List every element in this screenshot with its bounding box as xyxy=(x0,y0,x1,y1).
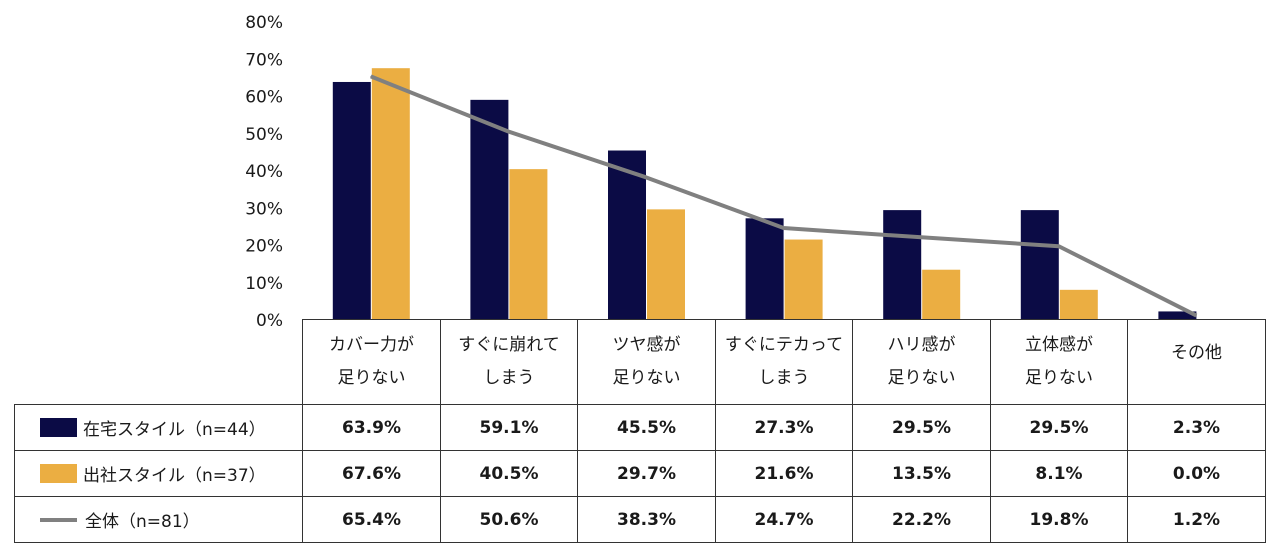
bar-office xyxy=(509,169,548,320)
value-cell: 29.5% xyxy=(990,404,1128,451)
line-point xyxy=(1058,245,1060,247)
value-cell: 2.3% xyxy=(1127,404,1266,451)
category-label: 立体感が xyxy=(1025,335,1093,355)
table-corner xyxy=(14,319,303,405)
legend-swatch-home xyxy=(40,418,77,437)
bar-home xyxy=(1158,311,1197,320)
series-row-home: 在宅スタイル（n=44） 63.9% 59.1% 45.5% 27.3% 29.… xyxy=(14,404,1266,451)
y-tick-label: 30% xyxy=(245,199,283,219)
bar-home xyxy=(470,99,509,320)
y-tick-label: 70% xyxy=(245,50,283,70)
category-label: すぐにテカって xyxy=(724,335,844,355)
bar-office xyxy=(647,209,685,320)
legend-cell: 出社スタイル（n=37） xyxy=(14,450,303,497)
value-cell: 21.6% xyxy=(715,450,853,497)
category-cell: すぐに崩れて しまう xyxy=(440,319,578,405)
bar-home xyxy=(745,218,784,320)
bar-office xyxy=(371,68,410,320)
category-label: カバー力が xyxy=(329,335,414,355)
category-cell: その他 xyxy=(1127,319,1266,405)
value-cell: 63.9% xyxy=(302,404,441,451)
total-line xyxy=(370,74,1198,318)
bar-home xyxy=(883,210,922,320)
line-point xyxy=(1195,315,1197,317)
category-label: すぐに崩れて xyxy=(458,335,560,355)
legend-cell: 在宅スタイル（n=44） xyxy=(14,404,303,451)
y-tick-label: 50% xyxy=(245,125,283,145)
category-label: しまう xyxy=(758,368,810,388)
line-point xyxy=(645,176,647,178)
value-cell: 59.1% xyxy=(440,404,578,451)
category-cell: すぐにテカって しまう xyxy=(715,319,853,405)
y-axis: 0%10%20%30%40%50%60%70%80% xyxy=(245,13,283,330)
value-cell: 0.0% xyxy=(1127,450,1266,497)
chart: 0%10%20%30%40%50%60%70%80% xyxy=(245,13,1198,330)
value-cell: 29.7% xyxy=(577,450,716,497)
series-row-office: 出社スタイル（n=37） 67.6% 40.5% 29.7% 21.6% 13.… xyxy=(14,450,1266,497)
line-point xyxy=(370,75,372,77)
bars xyxy=(332,68,1197,320)
legend-label: 在宅スタイル（n=44） xyxy=(83,420,266,440)
value-cell: 27.3% xyxy=(715,404,853,451)
category-label: ツヤ感が xyxy=(612,335,681,355)
category-cell: ツヤ感が 足りない xyxy=(577,319,716,405)
legend-label: 全体（n=81） xyxy=(85,512,200,532)
value-cell: 22.2% xyxy=(852,496,991,543)
y-tick-label: 80% xyxy=(245,13,283,33)
value-cell: 67.6% xyxy=(302,450,441,497)
category-cell: 立体感が 足りない xyxy=(990,319,1128,405)
category-label: ハリ感が xyxy=(887,335,956,355)
legend-swatch-office xyxy=(40,464,77,483)
series-row-total: 全体（n=81） 65.4% 50.6% 38.3% 24.7% 22.2% 1… xyxy=(14,496,1266,543)
value-cell: 50.6% xyxy=(440,496,578,543)
line-point xyxy=(783,227,785,229)
category-cell: ハリ感が 足りない xyxy=(852,319,991,405)
value-cell: 24.7% xyxy=(715,496,853,543)
category-label: 足りない xyxy=(887,368,956,388)
category-label: 足りない xyxy=(1025,368,1093,388)
value-cell: 8.1% xyxy=(990,450,1128,497)
value-cell: 13.5% xyxy=(852,450,991,497)
y-tick-label: 20% xyxy=(245,237,283,257)
bar-home xyxy=(608,150,646,320)
data-table: カバー力が 足りない すぐに崩れて しまう ツヤ感が 足りない すぐにテカって しまう … xyxy=(14,319,1266,543)
value-cell: 38.3% xyxy=(577,496,716,543)
bar-office xyxy=(1059,289,1098,320)
y-tick-label: 10% xyxy=(245,274,283,294)
value-cell: 29.5% xyxy=(852,404,991,451)
legend-cell: 全体（n=81） xyxy=(14,496,303,543)
y-tick-label: 60% xyxy=(245,88,283,108)
value-cell: 19.8% xyxy=(990,496,1128,543)
legend-swatch-total xyxy=(40,517,77,522)
category-label: その他 xyxy=(1171,343,1222,363)
category-row: カバー力が 足りない すぐに崩れて しまう ツヤ感が 足りない すぐにテカって しまう … xyxy=(14,319,1266,405)
category-cell: カバー力が 足りない xyxy=(302,319,441,405)
category-label: 足りない xyxy=(612,368,681,388)
category-label: 足りない xyxy=(337,368,406,388)
y-tick-label: 40% xyxy=(245,162,283,182)
bar-office xyxy=(922,269,961,320)
value-cell: 45.5% xyxy=(577,404,716,451)
value-cell: 40.5% xyxy=(440,450,578,497)
bar-office xyxy=(784,239,823,320)
category-label: しまう xyxy=(483,368,535,388)
value-cell: 1.2% xyxy=(1127,496,1266,543)
line-point xyxy=(920,236,922,238)
legend-label: 出社スタイル（n=37） xyxy=(83,466,266,486)
line-point xyxy=(507,131,509,133)
value-cell: 65.4% xyxy=(302,496,441,543)
bar-home xyxy=(1020,210,1059,320)
bar-home xyxy=(332,81,371,320)
